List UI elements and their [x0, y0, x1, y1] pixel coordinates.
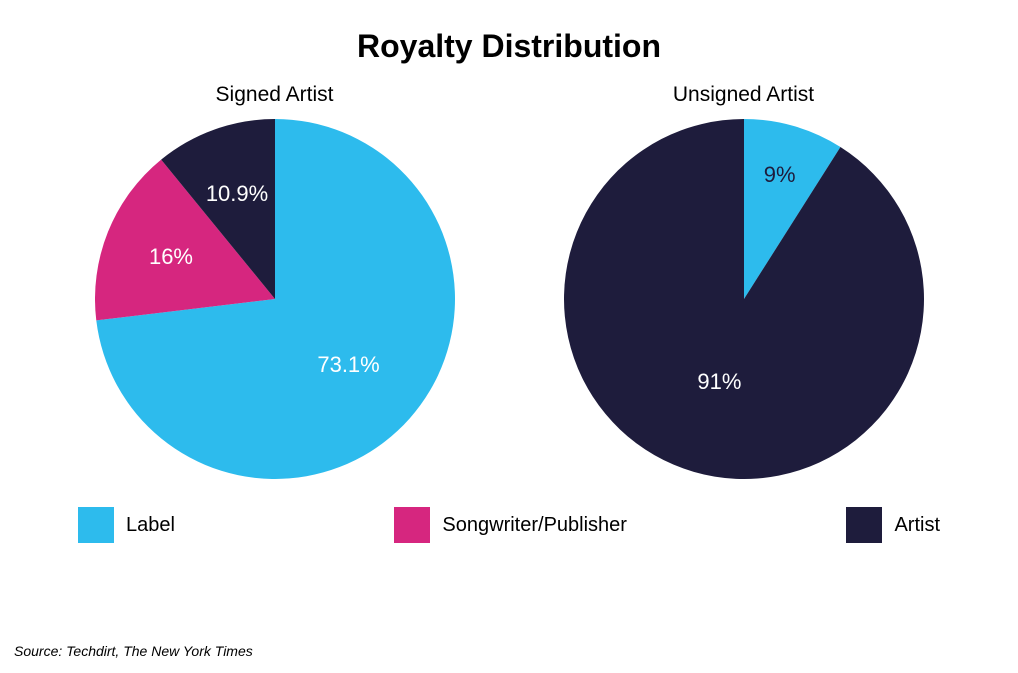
slice-label-songwriter: 16% — [149, 244, 193, 270]
signed-chart-column: Signed Artist 73.1% 16% 10.9% — [95, 83, 455, 479]
signed-pie: 73.1% 16% 10.9% — [95, 119, 455, 479]
slice-label-label: 73.1% — [317, 352, 379, 378]
legend-swatch — [78, 507, 114, 543]
legend-item-songwriter: Songwriter/Publisher — [394, 507, 627, 543]
legend-item-label: Label — [78, 507, 175, 543]
source-citation: Source: Techdirt, The New York Times — [14, 643, 253, 659]
legend-label: Label — [126, 514, 175, 537]
chart-title: Royalty Distribution — [0, 0, 1018, 65]
pie-slice-artist — [564, 119, 924, 479]
unsigned-chart-column: Unsigned Artist 9% 91% — [564, 83, 924, 479]
legend-label: Songwriter/Publisher — [442, 514, 627, 537]
legend-swatch — [846, 507, 882, 543]
legend-label: Artist — [894, 514, 940, 537]
signed-subtitle: Signed Artist — [216, 83, 334, 107]
slice-label-artist: 10.9% — [206, 181, 268, 207]
slice-label-artist: 91% — [697, 369, 741, 395]
charts-row: Signed Artist 73.1% 16% 10.9% Unsigned Art… — [0, 83, 1018, 479]
unsigned-subtitle: Unsigned Artist — [673, 83, 814, 107]
legend-item-artist: Artist — [846, 507, 940, 543]
legend-swatch — [394, 507, 430, 543]
legend: Label Songwriter/Publisher Artist — [0, 479, 1018, 543]
slice-label-label: 9% — [764, 162, 796, 188]
unsigned-pie: 9% 91% — [564, 119, 924, 479]
